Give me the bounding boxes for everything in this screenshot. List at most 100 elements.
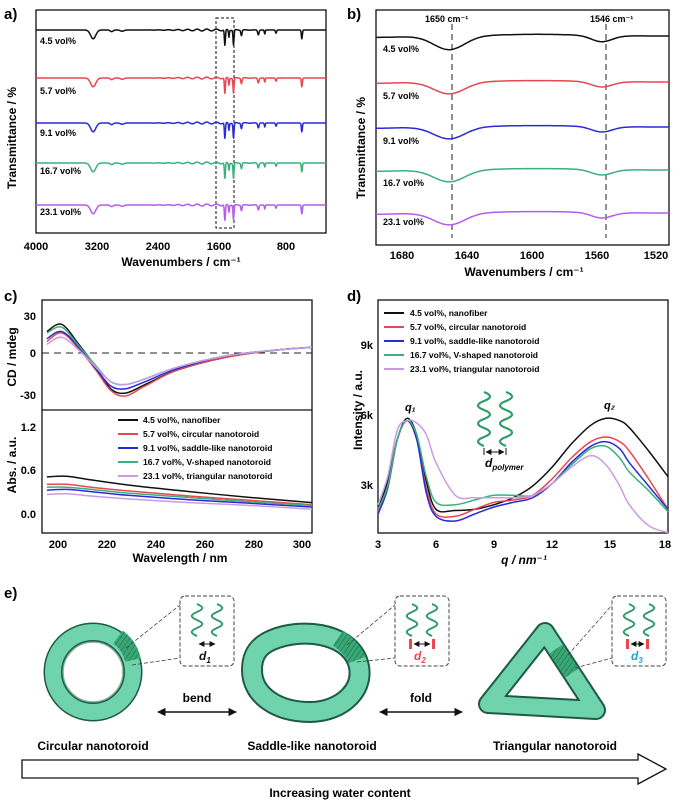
panel-d-ytick: 6k [361,410,374,422]
panel-b-series-label: 23.1 vol% [383,217,424,227]
saddle-like-nanotoroid [240,622,371,724]
panel-b-annotation: 1650 cm⁻¹ [425,14,468,24]
panel-c-ylabel-top: CD / mdeg [5,327,19,386]
panel-c-xtick: 300 [293,539,311,551]
panel-a-series-line [35,28,327,47]
helix-icon [498,390,514,448]
peak-q1-label: q₁ [405,402,416,414]
panel-a-series-label: 23.1 vol% [40,207,81,217]
panel-a-xtick: 800 [277,241,295,253]
legend-entry: 23.1 vol%, triangular nanotoroid [410,364,539,374]
panel-c-xtick: 260 [196,539,214,551]
spacing-d1-label: d1 [199,649,211,665]
abs-series-line [46,475,313,504]
arrow-caption: Increasing water content [269,786,410,800]
panel-d-ylabel: Intensity / a.u. [351,370,365,450]
panel-a-xtick: 2400 [146,241,170,253]
panel-a-ylabel: Transmittance / % [5,87,19,189]
panel-d-xtick: 9 [491,539,497,551]
panel-a-frame [35,9,327,234]
panel-d-xtick: 18 [659,539,671,551]
transition-bend: bend [183,691,212,705]
panel-d-xtick: 6 [433,539,439,551]
panel-b-series-label: 16.7 vol% [383,178,424,188]
panel-c-ytick-top: -30 [20,390,36,402]
torus-body [242,624,369,722]
peak-q2-label: q₂ [604,400,615,412]
helix-icon [425,603,439,637]
zoom-leader [356,657,396,663]
legend-entry: 9.1 vol%, saddle-like nanotoroid [410,336,539,346]
panel-a-xtick: 3200 [85,241,109,253]
legend-entry: 16.7 vol%, V-shaped nanotoroid [143,457,271,467]
panel-b-xtick: 1560 [585,250,609,262]
spacing-marker [432,639,435,649]
panel-c-xtick: 200 [49,539,67,551]
panel-d-curves [377,417,669,534]
panel-a-series-label: 4.5 vol% [40,36,76,46]
spacing-d2-label: d2 [414,649,426,665]
panel-e: e) d1 [4,585,668,800]
panel-d: d) Intensity / a.u. 9k 6k 3k 4.5 vol%, n… [347,288,671,567]
legend-entry: 4.5 vol%, nanofiber [410,308,488,318]
helix-icon [622,603,636,637]
legend-entry: 16.7 vol%, V-shaped nanotoroid [410,350,538,360]
panel-a-series-label: 9.1 vol% [40,128,76,138]
panel-c-xtick: 280 [245,539,263,551]
zoom-leader [574,657,613,669]
cd-series-line [46,330,313,390]
torus-inner-edge [62,641,124,703]
panel-d-xtick: 15 [604,539,616,551]
torus-body [45,624,141,720]
panel-a-xticks: 4000 3200 2400 1600 800 [24,241,295,253]
abs-series-line [46,483,313,506]
panel-a-series-label: 16.7 vol% [40,166,81,176]
panel-b-xtick: 1520 [644,250,668,262]
panel-a-series-line [35,161,327,180]
legend-entry: 9.1 vol%, saddle-like nanotoroid [143,443,272,453]
panel-c-xlabel: Wavelength / nm [133,551,228,565]
panel-c-ylabel-bottom: Abs. / a.u. [5,437,19,494]
panel-d-xlabel: q / nm⁻¹ [501,553,547,567]
panel-c-ytick-top: 30 [24,311,36,323]
spacing-marker [646,639,649,649]
panel-d-label: d) [347,288,361,305]
panel-c-curves [46,323,313,510]
helix-icon [210,603,224,637]
panel-a-highlight-box [215,17,235,229]
zoom-leader [346,604,396,646]
panel-d-series-line [377,419,669,534]
panel-a-series-line [35,121,327,140]
panel-b-ylabel: Transmittance / % [354,97,368,199]
panel-b-xtick: 1680 [390,250,414,262]
polymer-helix-inset: dpolymer [476,390,524,472]
panel-c-ytick-top: 0 [30,348,36,360]
panel-c-legend: 4.5 vol%, nanofiber 5.7 vol%, circular n… [118,415,272,481]
helix-icon [476,390,492,448]
triangular-nanotoroid [478,622,606,720]
spacing-marker [409,639,412,649]
legend-entry: 5.7 vol%, circular nanotoroid [143,429,259,439]
abs-series-line [46,486,313,507]
panel-b-series-line [376,124,669,140]
panel-b-label: b) [347,6,361,23]
cd-series-line [46,326,313,386]
helix-icon [190,603,204,637]
panel-d-xticks: 3 6 9 12 15 18 [375,539,671,551]
zoom-inset-1: d1 [125,595,235,667]
panel-a-series-label: 5.7 vol% [40,86,76,96]
panel-b-series-label: 5.7 vol% [383,91,419,101]
panel-a-label: a) [4,6,17,23]
helix-icon [405,603,419,637]
panel-b-series-label: 9.1 vol% [383,136,419,146]
panel-e-label: e) [4,585,17,602]
panel-b-xticks: 1680 1640 1600 1560 1520 [390,250,668,262]
panel-d-ytick: 9k [361,340,374,352]
panel-c-ytick-bottom: 0.6 [21,465,36,477]
panel-c-xticks: 200 220 240 260 280 300 [49,539,311,551]
legend-entry: 4.5 vol%, nanofiber [143,415,221,425]
legend-entry: 5.7 vol%, circular nanotoroid [410,322,526,332]
helix-icon [642,603,656,637]
panel-a: a) Transmittance / % 4000 3200 2400 1600… [4,6,327,269]
